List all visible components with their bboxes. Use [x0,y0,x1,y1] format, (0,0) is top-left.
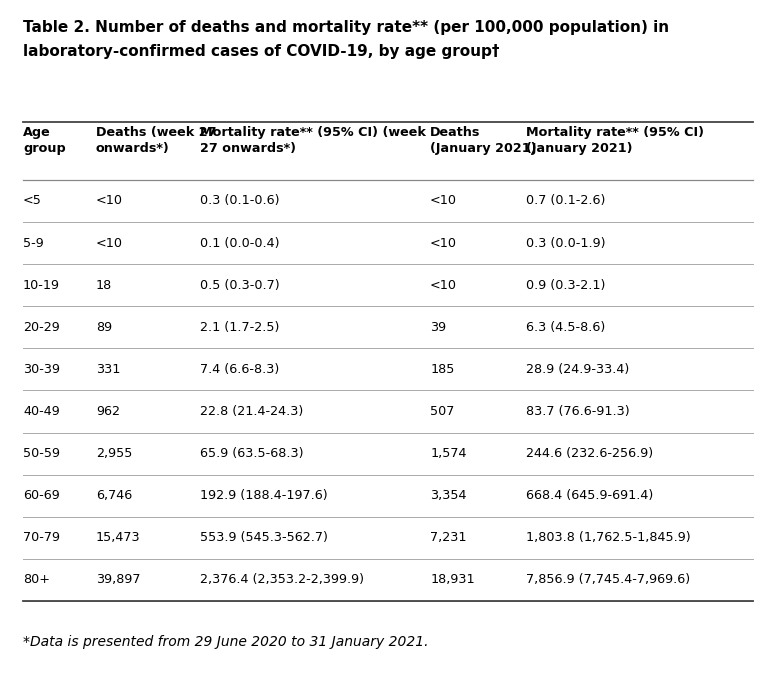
Text: 0.7 (0.1-2.6): 0.7 (0.1-2.6) [526,194,605,208]
Text: *Data is presented from 29 June 2020 to 31 January 2021.: *Data is presented from 29 June 2020 to … [23,635,429,649]
Text: 962: 962 [96,405,120,418]
Text: 668.4 (645.9-691.4): 668.4 (645.9-691.4) [526,489,654,502]
Text: 331: 331 [96,363,121,376]
Text: 60-69: 60-69 [23,489,60,502]
Text: 0.3 (0.1-0.6): 0.3 (0.1-0.6) [200,194,280,208]
Text: 28.9 (24.9-33.4): 28.9 (24.9-33.4) [526,363,629,376]
Text: 2,955: 2,955 [96,447,132,460]
Text: 5-9: 5-9 [23,236,44,250]
Text: Table 2. Number of deaths and mortality rate** (per 100,000 population) in: Table 2. Number of deaths and mortality … [23,20,669,35]
Text: 40-49: 40-49 [23,405,60,418]
Text: 39,897: 39,897 [96,573,141,587]
Text: 7,856.9 (7,745.4-7,969.6): 7,856.9 (7,745.4-7,969.6) [526,573,690,587]
Text: 6,746: 6,746 [96,489,132,502]
Text: 0.1 (0.0-0.4): 0.1 (0.0-0.4) [200,236,280,250]
Text: 244.6 (232.6-256.9): 244.6 (232.6-256.9) [526,447,654,460]
Text: Deaths
(January 2021): Deaths (January 2021) [430,126,537,155]
Text: 0.3 (0.0-1.9): 0.3 (0.0-1.9) [526,236,606,250]
Text: 89: 89 [96,320,112,334]
Text: 192.9 (188.4-197.6): 192.9 (188.4-197.6) [200,489,327,502]
Text: <10: <10 [430,194,457,208]
Text: 18,931: 18,931 [430,573,475,587]
Text: 553.9 (545.3-562.7): 553.9 (545.3-562.7) [200,531,328,545]
Text: <10: <10 [430,278,457,292]
Text: <10: <10 [96,194,123,208]
Text: 30-39: 30-39 [23,363,60,376]
Text: 39: 39 [430,320,446,334]
Text: 70-79: 70-79 [23,531,60,545]
Text: 185: 185 [430,363,455,376]
Text: 1,803.8 (1,762.5-1,845.9): 1,803.8 (1,762.5-1,845.9) [526,531,690,545]
Text: 0.5 (0.3-0.7): 0.5 (0.3-0.7) [200,278,280,292]
Text: 83.7 (76.6-91.3): 83.7 (76.6-91.3) [526,405,630,418]
Text: 6.3 (4.5-8.6): 6.3 (4.5-8.6) [526,320,605,334]
Text: 65.9 (63.5-68.3): 65.9 (63.5-68.3) [200,447,303,460]
Text: 1,574: 1,574 [430,447,467,460]
Text: 2,376.4 (2,353.2-2,399.9): 2,376.4 (2,353.2-2,399.9) [200,573,364,587]
Text: 507: 507 [430,405,455,418]
Text: laboratory-confirmed cases of COVID-19, by age group†: laboratory-confirmed cases of COVID-19, … [23,44,499,59]
Text: 50-59: 50-59 [23,447,60,460]
Text: <10: <10 [96,236,123,250]
Text: <5: <5 [23,194,42,208]
Text: 10-19: 10-19 [23,278,60,292]
Text: 22.8 (21.4-24.3): 22.8 (21.4-24.3) [200,405,303,418]
Text: 7.4 (6.6-8.3): 7.4 (6.6-8.3) [200,363,279,376]
Text: 2.1 (1.7-2.5): 2.1 (1.7-2.5) [200,320,279,334]
Text: 0.9 (0.3-2.1): 0.9 (0.3-2.1) [526,278,605,292]
Text: Mortality rate** (95% CI) (week
27 onwards*): Mortality rate** (95% CI) (week 27 onwar… [200,126,425,155]
Text: 15,473: 15,473 [96,531,141,545]
Text: Deaths (week 27
onwards*): Deaths (week 27 onwards*) [96,126,217,155]
Text: 80+: 80+ [23,573,50,587]
Text: 20-29: 20-29 [23,320,60,334]
Text: 7,231: 7,231 [430,531,467,545]
Text: Age
group: Age group [23,126,66,155]
Text: Mortality rate** (95% CI)
(January 2021): Mortality rate** (95% CI) (January 2021) [526,126,704,155]
Text: 3,354: 3,354 [430,489,467,502]
Text: 18: 18 [96,278,112,292]
Text: <10: <10 [430,236,457,250]
